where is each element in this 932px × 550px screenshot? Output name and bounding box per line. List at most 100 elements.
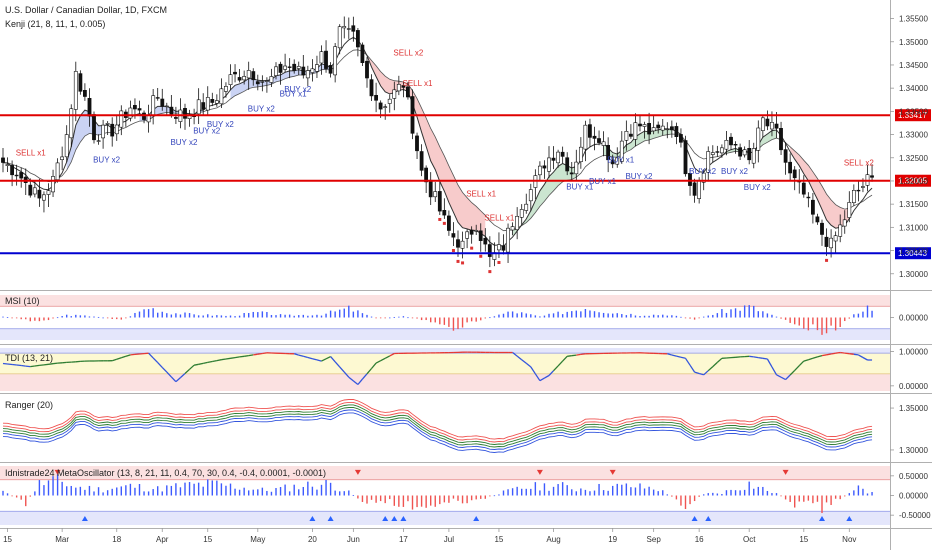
tdi-line-segment — [840, 351, 845, 354]
candle — [487, 236, 492, 268]
meta-bar — [684, 495, 687, 510]
meta-bar — [862, 488, 864, 496]
candle-body-up — [73, 71, 78, 110]
candle-body-down — [688, 173, 692, 186]
tdi-line-segment — [16, 364, 22, 367]
candle-body-up — [769, 122, 774, 130]
candle-body-up — [128, 107, 133, 119]
candle — [201, 93, 206, 116]
tdi-line-segment — [667, 353, 673, 356]
candle-body-up — [196, 99, 201, 115]
candle-body-down — [1, 157, 5, 163]
meta-bar — [616, 483, 618, 496]
meta-bar — [152, 489, 154, 496]
candle-body-down — [10, 165, 15, 176]
meta-bar — [489, 495, 491, 497]
y-tick-label: 1.35000 — [899, 38, 928, 47]
meta-bar — [339, 491, 341, 496]
candle-body-down — [324, 50, 328, 69]
msi-bar — [730, 309, 732, 318]
candle — [41, 191, 46, 213]
meta-bar — [539, 490, 541, 496]
tdi-line-segment — [366, 368, 373, 375]
meta-bar — [703, 494, 705, 496]
candle-body-up — [547, 157, 551, 172]
meta-bar — [248, 490, 250, 496]
meta-bar — [70, 485, 72, 496]
candle-body-up — [41, 194, 46, 201]
msi-bar — [830, 317, 832, 326]
candle-body-down — [674, 126, 679, 138]
msi-bar — [657, 315, 659, 318]
msi-bar — [625, 315, 628, 318]
meta-bar — [598, 483, 600, 496]
candle-body-down — [738, 147, 743, 157]
msi-bar — [753, 305, 755, 318]
candle-body-down — [87, 98, 92, 117]
y-tick-label: 1.34000 — [899, 84, 928, 93]
candle — [738, 143, 743, 160]
meta-bar — [175, 483, 177, 496]
meta-bar — [625, 483, 628, 496]
candle — [729, 133, 733, 150]
candle-body-up — [510, 226, 515, 231]
candle-body-down — [419, 151, 424, 171]
candle — [228, 64, 233, 90]
candle-body-down — [783, 149, 788, 163]
msi-bar — [448, 317, 450, 327]
meta-bar — [279, 487, 282, 496]
candle-body-down — [415, 135, 419, 152]
sell-signal-label: SELL x2 — [844, 159, 874, 168]
msi-bar — [534, 315, 537, 318]
candle-body-up — [164, 105, 169, 108]
msi-bar — [420, 317, 423, 321]
candle — [606, 137, 611, 173]
kenji-band — [230, 63, 331, 99]
buy-signal-label: BUY x1 — [607, 155, 635, 164]
candle — [556, 149, 561, 168]
msi-bar — [357, 310, 359, 318]
tdi-band — [0, 373, 890, 391]
meta-bar — [389, 495, 391, 500]
candle — [224, 82, 228, 98]
msi-band — [0, 328, 890, 340]
candle — [806, 192, 811, 208]
msi-bar — [15, 317, 18, 319]
meta-bar — [411, 495, 414, 510]
meta-bar — [543, 483, 546, 496]
candle — [392, 81, 397, 111]
candle-body-down — [292, 63, 297, 71]
msi-bar — [379, 317, 382, 319]
tdi-line-segment — [580, 353, 586, 356]
msi-bar — [666, 315, 668, 318]
tdi-line-segment — [858, 354, 864, 359]
meta-bar — [311, 486, 314, 496]
tdi-line-segment — [712, 361, 718, 368]
tdi-line-segment — [321, 358, 327, 362]
candle-body-down — [28, 184, 33, 196]
meta-bar — [816, 495, 819, 502]
msi-bar — [257, 312, 259, 318]
tdi-line-segment — [375, 360, 381, 364]
meta-bar — [475, 495, 477, 500]
x-tick-label: Nov — [842, 535, 856, 544]
msi-band — [0, 295, 890, 307]
msi-bar — [466, 317, 468, 323]
candle-body-up — [205, 97, 210, 111]
tdi-line-segment — [380, 357, 386, 362]
y-tick-label: 1.30500 — [899, 247, 928, 256]
candle-body-down — [405, 86, 410, 98]
candle-body-up — [392, 89, 397, 99]
ranger-band-line — [2, 406, 873, 448]
candle-body-down — [355, 30, 360, 48]
msi-bar — [721, 309, 723, 318]
candle — [114, 115, 119, 141]
level-label: 1.32005 — [898, 177, 927, 186]
meta-bar — [484, 495, 486, 499]
tdi-line-segment — [52, 362, 58, 365]
candle — [624, 120, 629, 151]
x-tick-label: Jun — [347, 535, 360, 544]
candle-body-up — [96, 140, 101, 142]
candle-body-down — [14, 174, 19, 177]
